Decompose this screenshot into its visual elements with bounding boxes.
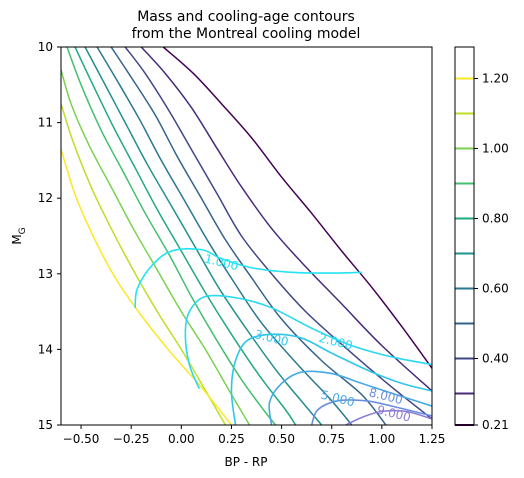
age-contour-label: 2.000 (317, 331, 354, 353)
age-contour-line (345, 409, 432, 425)
mass-contour-line (96, 47, 353, 425)
age-contour-line (184, 294, 432, 390)
mass-contour-line (84, 47, 323, 425)
colorbar-tick-label: 0.21 (482, 418, 509, 432)
x-tick-label: 0.25 (218, 432, 245, 446)
colorbar-tick-label: 0.60 (482, 282, 509, 296)
mass-contour-line (61, 103, 227, 425)
x-tick-label: −0.50 (63, 432, 100, 446)
y-tick-label: 10 (38, 40, 53, 54)
mass-contours (61, 47, 432, 425)
colorbar: 0.21 0.40 0.60 0.80 1.00 1.20 (454, 46, 509, 432)
mass-contour-line (162, 47, 432, 369)
x-tick-label: −0.25 (113, 432, 150, 446)
chart-title-line1: Mass and cooling-age contours (137, 9, 355, 25)
colorbar-background (455, 47, 474, 425)
age-contour-line (230, 333, 432, 425)
y-axis-label-sub: G (18, 227, 28, 234)
y-tick-label: 13 (38, 267, 53, 281)
age-contours (134, 248, 432, 425)
x-tick-label: 0.50 (268, 432, 295, 446)
y-axis-label-main: M (10, 234, 24, 244)
x-tick-label: 0.75 (318, 432, 345, 446)
y-tick-label: 11 (38, 116, 53, 130)
chart-title-line2: from the Montreal cooling model (132, 26, 361, 42)
mass-contour-line (66, 47, 277, 425)
age-contour-line (268, 370, 432, 425)
y-tick-label: 15 (38, 418, 53, 432)
colorbar-level-lines (455, 77, 474, 426)
mass-contour-line (61, 148, 233, 425)
x-tick-label: 1.00 (369, 432, 396, 446)
age-contour-label: 5.000 (319, 388, 356, 410)
colorbar-tick-label: 0.40 (482, 352, 509, 366)
plot-frame (60, 46, 433, 426)
x-axis-ticks: −0.50 −0.25 0.00 0.25 0.50 0.75 1.00 1.25 (63, 425, 446, 446)
age-contour-line (134, 248, 362, 308)
x-tick-label: 1.25 (419, 432, 446, 446)
x-axis-label: BP - RP (224, 455, 267, 469)
colorbar-frame (454, 46, 475, 426)
x-tick-label: 0.00 (168, 432, 195, 446)
y-axis-ticks: 10 11 12 13 14 15 (38, 40, 61, 432)
age-contour-line (310, 399, 432, 425)
age-contour-label: 9.000 (376, 403, 413, 425)
mass-contour-line (61, 69, 251, 425)
y-tick-label: 14 (38, 342, 53, 356)
colorbar-tick-label: 0.80 (482, 212, 509, 226)
colorbar-tick-label: 1.00 (482, 142, 509, 156)
mass-contour-line (124, 47, 432, 420)
colorbar-ticks: 0.21 0.40 0.60 0.80 1.00 1.20 (474, 72, 509, 432)
y-tick-label: 12 (38, 191, 53, 205)
mass-contour-line (110, 47, 387, 425)
colorbar-tick-label: 1.20 (482, 72, 509, 86)
mass-contour-line (140, 47, 432, 392)
mass-contour-line (74, 47, 297, 425)
y-axis-label: MG (10, 227, 28, 244)
